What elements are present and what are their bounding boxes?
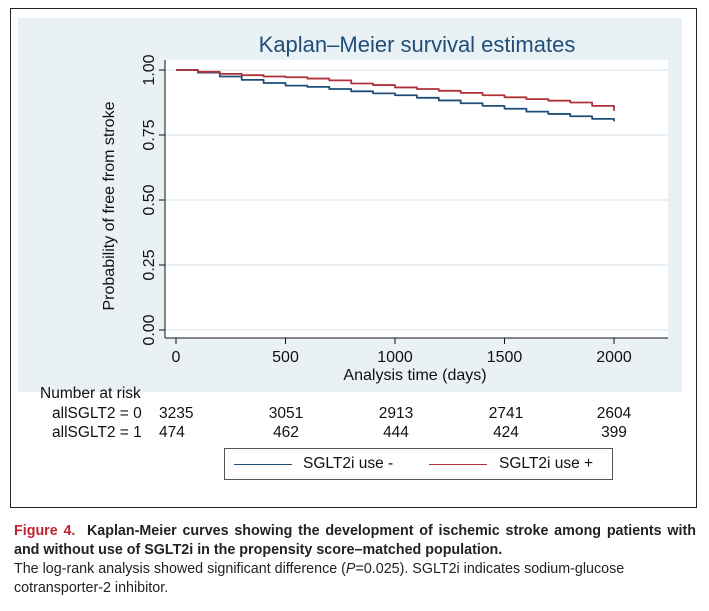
caption-figure-label: Figure 4. (14, 523, 76, 539)
legend-label-sglt2i-plus: SGLT2i use + (499, 455, 594, 472)
caption-bold-text: Kaplan-Meier curves showing the developm… (14, 523, 696, 558)
risk-count: 424 (493, 424, 519, 441)
caption-note-before: The log-rank analysis showed significant… (14, 561, 346, 577)
legend-swatch-sglt2i-minus (234, 464, 292, 465)
legend-swatch-sglt2i-plus (429, 464, 487, 465)
caption-note: The log-rank analysis showed significant… (14, 560, 696, 598)
risk-count: 399 (601, 424, 627, 441)
y-tick-label: 0.00 (141, 314, 158, 345)
risk-count: 3051 (268, 405, 304, 422)
risk-count: 444 (383, 424, 409, 441)
x-tick-label: 2000 (596, 349, 632, 366)
risk-count: 2604 (596, 405, 632, 422)
y-tick-label: 0.25 (141, 249, 158, 280)
x-tick-label: 1500 (487, 349, 523, 366)
plot-area (165, 60, 668, 338)
chart-title: Kaplan–Meier survival estimates (259, 32, 576, 57)
x-tick-label: 500 (272, 349, 299, 366)
y-tick-label: 1.00 (141, 54, 158, 85)
risk-table-title: Number at risk (40, 385, 141, 402)
legend: SGLT2i use - SGLT2i use + (224, 448, 613, 480)
risk-row-label: allSGLT2 = 0 (52, 405, 142, 422)
risk-count: 2741 (488, 405, 524, 422)
y-tick-label: 0.75 (141, 119, 158, 150)
y-tick-label: 0.50 (141, 184, 158, 215)
risk-count: 2913 (378, 405, 414, 422)
caption-heading: Figure 4. Kaplan-Meier curves showing th… (14, 522, 696, 560)
x-axis-title: Analysis time (days) (343, 367, 486, 384)
risk-count: 474 (159, 424, 185, 441)
caption-note-italic: P (345, 561, 356, 577)
x-tick-label: 0 (172, 349, 181, 366)
caption-note-after: =0.025). SGLT2i indicates sodium-glucose… (14, 561, 625, 596)
series-line-sglt2i-minus (176, 69, 615, 122)
y-axis-title: Probability of free from stroke (101, 101, 118, 310)
legend-label-sglt2i-minus: SGLT2i use - (303, 455, 394, 472)
x-tick-label: 1000 (377, 349, 413, 366)
risk-row-label: allSGLT2 = 1 (52, 424, 142, 441)
figure-caption: Figure 4. Kaplan-Meier curves showing th… (14, 522, 696, 598)
series-line-sglt2i-plus (176, 69, 615, 111)
risk-count: 462 (273, 424, 299, 441)
risk-count: 3235 (159, 405, 194, 422)
